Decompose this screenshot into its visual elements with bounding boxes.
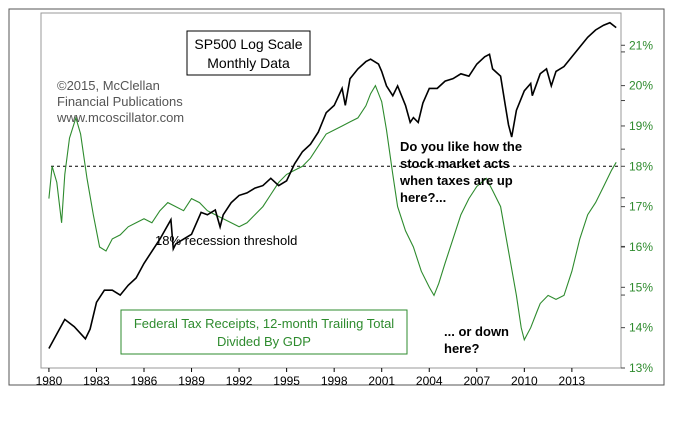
x-tick-label: 1989 xyxy=(178,374,205,388)
x-tick-label: 1980 xyxy=(36,374,63,388)
y-tick-label: 21% xyxy=(629,38,653,52)
y-tick-label: 18% xyxy=(629,159,653,173)
copyright-line: www.mcoscillator.com xyxy=(56,110,184,125)
recession-threshold-label: 18% recession threshold xyxy=(155,233,297,248)
plot-area xyxy=(40,12,622,369)
x-tick-label: 1983 xyxy=(83,374,110,388)
y-tick-label: 14% xyxy=(629,321,653,335)
y-tick-label: 17% xyxy=(629,200,653,214)
sp500-line xyxy=(48,21,617,349)
annotation-upper-line: Do you like how the xyxy=(400,139,522,154)
y-tick-label: 15% xyxy=(629,280,653,294)
title-box xyxy=(186,30,311,76)
y-tick-label: 13% xyxy=(629,361,653,375)
x-tick-label: 2013 xyxy=(559,374,586,388)
annotation-upper-line: when taxes are up xyxy=(399,173,513,188)
legend-line: Divided By GDP xyxy=(217,334,311,349)
x-tick-label: 2010 xyxy=(511,374,538,388)
legend-box xyxy=(120,309,408,355)
right-axis: 21% 20% 19% 18% 17% 16% 15% 14% 13% xyxy=(621,38,653,375)
y-tick-label: 16% xyxy=(629,240,653,254)
chart-subtitle: Monthly Data xyxy=(207,55,290,71)
legend-line: Federal Tax Receipts, 12-month Trailing … xyxy=(134,316,394,331)
tax-receipts-line xyxy=(48,84,617,342)
x-tick-label: 1992 xyxy=(226,374,253,388)
x-tick-label: 1998 xyxy=(321,374,348,388)
sp500-minor-ticks xyxy=(621,51,625,296)
copyright-line: ©2015, McClellan xyxy=(57,78,160,93)
x-axis: 1980 1983 1986 1989 1992 1995 1998 2001 2004 2007… xyxy=(36,368,586,388)
copyright-line: Financial Publications xyxy=(57,94,183,109)
y-tick-label: 20% xyxy=(629,79,653,93)
annotation-lower-line: here? xyxy=(444,341,479,356)
x-tick-label: 1995 xyxy=(273,374,300,388)
annotation-upper-line: stock market acts xyxy=(400,156,510,171)
x-tick-label: 2001 xyxy=(368,374,395,388)
chart-title: SP500 Log Scale xyxy=(194,36,302,52)
annotation-upper-line: here?... xyxy=(400,190,446,205)
x-tick-label: 2007 xyxy=(463,374,490,388)
x-tick-label: 2004 xyxy=(416,374,443,388)
y-tick-label: 19% xyxy=(629,119,653,133)
annotation-lower-line: ... or down xyxy=(444,324,509,339)
x-tick-label: 1986 xyxy=(131,374,158,388)
